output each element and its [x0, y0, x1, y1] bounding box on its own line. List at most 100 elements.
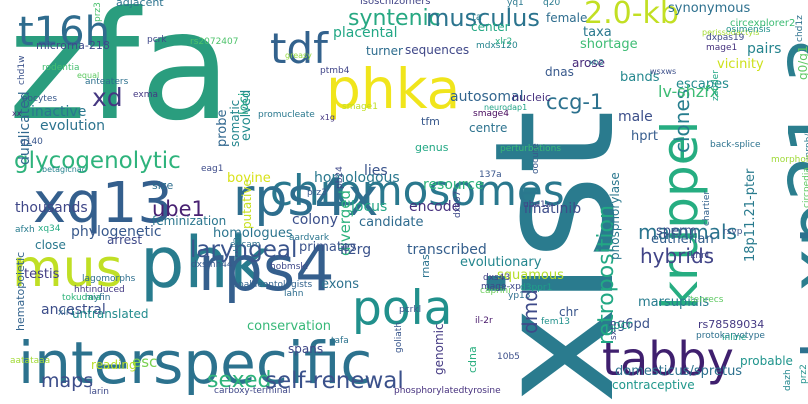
- word: oocute: [531, 143, 541, 174]
- word: shortage: [580, 37, 638, 52]
- word: chd1w: [17, 55, 27, 85]
- word: probable: [740, 354, 793, 368]
- word: 2.0-kb: [584, 0, 679, 31]
- word: osimensis: [726, 25, 771, 35]
- word: bands: [620, 70, 660, 85]
- word: placental: [333, 25, 398, 41]
- word: marsupials: [638, 295, 710, 310]
- word: rps4x: [233, 168, 379, 228]
- word: hprt: [631, 129, 658, 144]
- word: evolution: [40, 118, 106, 134]
- word: circpedia: [802, 167, 808, 208]
- word: loci: [237, 92, 252, 115]
- word: dnas: [545, 65, 574, 79]
- word: betaglcnac: [42, 165, 87, 174]
- word: tafa: [331, 336, 349, 346]
- word: rs78589034: [698, 318, 765, 331]
- word: smage1: [342, 102, 378, 112]
- word: goliath: [394, 322, 404, 353]
- word: exons: [321, 277, 360, 292]
- word: fem13: [541, 317, 570, 327]
- word: pairs: [747, 41, 782, 57]
- word: contraceptive: [612, 378, 695, 392]
- word: t16h: [18, 9, 110, 55]
- word: turner: [366, 44, 403, 58]
- word: circexplorer2: [730, 18, 796, 29]
- word: reading: [91, 358, 137, 372]
- word: ccg-1: [546, 90, 604, 114]
- word: close: [35, 238, 66, 252]
- word: equal: [77, 71, 100, 80]
- word: yq1: [507, 0, 524, 8]
- word: q20: [543, 0, 561, 8]
- word: ptmb4: [320, 66, 350, 76]
- word: palaeontologists: [238, 280, 313, 290]
- word: phosphorylatedtyrosine: [394, 386, 501, 396]
- word: sexed: [207, 368, 272, 393]
- word: perturbations: [500, 144, 562, 154]
- word: prz3: [93, 2, 103, 22]
- word: larin: [89, 387, 109, 397]
- word: encode: [409, 199, 461, 215]
- word: xx: [12, 109, 22, 118]
- word: caprini: [480, 286, 511, 296]
- word: tokudaia: [62, 293, 101, 303]
- word: bovine: [227, 171, 271, 186]
- word: homologous: [314, 170, 400, 186]
- word: cdna: [466, 346, 479, 373]
- word: centre: [469, 121, 508, 135]
- word: aatataaa: [10, 356, 51, 366]
- word: tdf: [270, 24, 328, 73]
- word: yp13: [508, 291, 531, 301]
- word: back-splice: [710, 140, 761, 150]
- word: aardvark: [289, 233, 330, 243]
- word: phk: [140, 222, 270, 304]
- word: d3ppr1: [520, 283, 553, 293]
- word: transcribed: [407, 242, 487, 258]
- word: dxsmh44: [191, 260, 233, 270]
- word: zfa: [8, 0, 232, 154]
- word: fkhr1: [687, 251, 711, 261]
- word: xd: [92, 83, 123, 112]
- word: esc: [132, 353, 158, 371]
- word: escapes: [676, 77, 729, 92]
- word: lagomorphs: [82, 274, 136, 284]
- word: lv-shzfx: [658, 82, 720, 101]
- word: smage4: [473, 109, 509, 119]
- word: maps: [41, 370, 94, 392]
- word: xlr-3a: [233, 231, 243, 257]
- word: dxs67: [453, 190, 463, 218]
- word: prz2: [799, 364, 808, 384]
- word: perissodactyls: [702, 28, 760, 37]
- word: g6pd: [617, 317, 651, 332]
- word: myfin: [85, 293, 111, 303]
- word: musculus: [426, 4, 540, 32]
- word: tfm: [421, 115, 440, 128]
- word: inline: [722, 333, 747, 343]
- word: rs2072407: [190, 37, 239, 47]
- word: arose: [572, 56, 605, 70]
- word: primates: [299, 240, 357, 255]
- word: domesticus/spretus: [615, 364, 743, 379]
- word: untranslated: [72, 307, 149, 321]
- word: mus: [12, 239, 123, 299]
- word: spans: [288, 342, 324, 356]
- word: colony: [292, 212, 338, 228]
- word: rsvp: [723, 227, 743, 237]
- word: hybrids: [640, 244, 715, 268]
- word: 18p11.21-pter: [743, 168, 758, 262]
- word: testis: [24, 267, 60, 282]
- word: chartier: [702, 190, 712, 226]
- word: ta: [472, 12, 483, 23]
- word: phka: [326, 57, 461, 121]
- word: rps4: [198, 232, 335, 305]
- word: adjacent: [116, 0, 164, 9]
- word: anteaters: [85, 77, 129, 87]
- word: genus: [415, 141, 449, 154]
- word: x1g: [320, 113, 335, 122]
- word: dazh: [783, 369, 793, 391]
- word: mage1: [706, 43, 738, 53]
- word: zander: [711, 70, 721, 101]
- word: syntenic: [348, 6, 441, 31]
- word: glycogenolytic: [14, 148, 181, 174]
